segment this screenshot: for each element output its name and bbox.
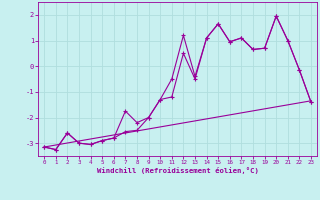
X-axis label: Windchill (Refroidissement éolien,°C): Windchill (Refroidissement éolien,°C) [97, 167, 259, 174]
